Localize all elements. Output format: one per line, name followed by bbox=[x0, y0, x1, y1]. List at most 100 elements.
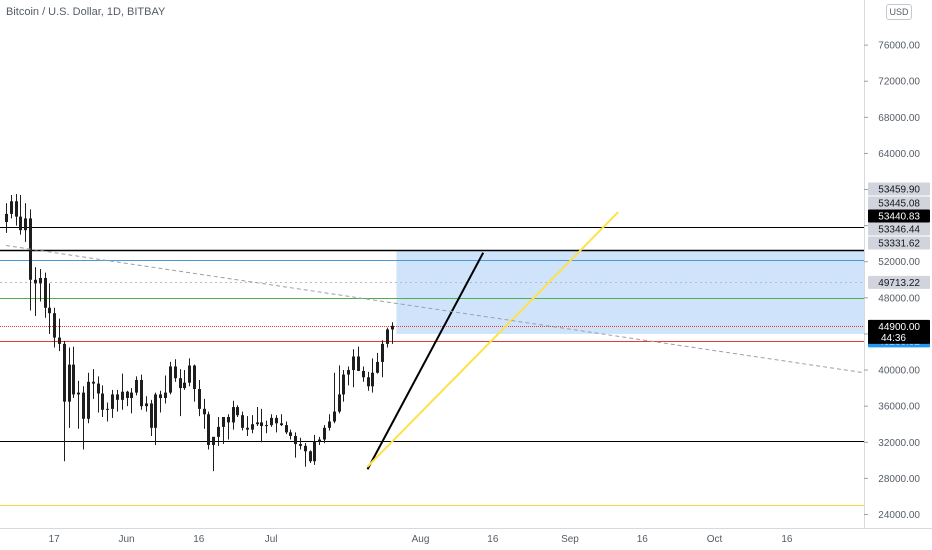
candle-body[interactable] bbox=[251, 424, 254, 430]
candle-body[interactable] bbox=[183, 382, 186, 389]
candle-body[interactable] bbox=[188, 365, 191, 383]
candle-body[interactable] bbox=[207, 414, 210, 445]
candle-body[interactable] bbox=[106, 408, 109, 410]
price-tag-label: 53459.90 bbox=[878, 185, 920, 196]
candle-body[interactable] bbox=[260, 422, 263, 427]
candle-body[interactable] bbox=[145, 403, 148, 407]
candle-body[interactable] bbox=[15, 201, 18, 217]
candle-body[interactable] bbox=[111, 394, 114, 409]
candle-body[interactable] bbox=[130, 392, 133, 399]
candle-body[interactable] bbox=[87, 381, 90, 419]
candle-body[interactable] bbox=[53, 313, 56, 338]
candle-body[interactable] bbox=[236, 407, 239, 416]
candle-body[interactable] bbox=[154, 394, 157, 428]
candle-body[interactable] bbox=[58, 337, 61, 344]
candle-body[interactable] bbox=[44, 277, 47, 308]
candle-body[interactable] bbox=[92, 381, 95, 384]
candle-body[interactable] bbox=[381, 343, 384, 362]
price-tag-label: 53445.08 bbox=[878, 199, 920, 210]
candle-body[interactable] bbox=[270, 417, 273, 426]
candle-body[interactable] bbox=[10, 201, 13, 214]
candle-body[interactable] bbox=[304, 445, 307, 452]
price-tag-black[interactable] bbox=[868, 209, 930, 223]
candle-body[interactable] bbox=[222, 416, 225, 427]
candle-body[interactable] bbox=[135, 379, 138, 393]
candle-body[interactable] bbox=[63, 343, 66, 402]
candle-body[interactable] bbox=[352, 356, 355, 371]
currency-button[interactable]: USD bbox=[886, 4, 912, 20]
candle-body[interactable] bbox=[5, 213, 8, 223]
price-tag[interactable] bbox=[868, 182, 930, 196]
candle-body[interactable] bbox=[140, 379, 143, 407]
x-tick-label: 16 bbox=[637, 534, 649, 545]
price-tag[interactable] bbox=[868, 196, 930, 210]
candle-body[interactable] bbox=[116, 394, 119, 400]
black-trendline[interactable] bbox=[366, 252, 485, 470]
candle-body[interactable] bbox=[256, 422, 259, 425]
candle-body[interactable] bbox=[77, 392, 80, 395]
candle-body[interactable] bbox=[318, 439, 321, 442]
candle-body[interactable] bbox=[342, 374, 345, 395]
candle-body[interactable] bbox=[391, 325, 394, 330]
candle-body[interactable] bbox=[289, 432, 292, 436]
candle-body[interactable] bbox=[294, 435, 297, 445]
candle-body[interactable] bbox=[299, 444, 302, 446]
zone-layer bbox=[396, 250, 864, 334]
current-price-tag[interactable] bbox=[868, 319, 930, 344]
candle-body[interactable] bbox=[34, 279, 37, 284]
candle-body[interactable] bbox=[362, 370, 365, 378]
candle-body[interactable] bbox=[121, 391, 124, 400]
y-tick-label: 24000.00 bbox=[878, 510, 920, 521]
candle-body[interactable] bbox=[232, 407, 235, 423]
candle-body[interactable] bbox=[164, 392, 167, 399]
candle-body[interactable] bbox=[275, 417, 278, 424]
candle-body[interactable] bbox=[217, 426, 220, 437]
candle-body[interactable] bbox=[367, 377, 370, 387]
candle-body[interactable] bbox=[48, 307, 51, 314]
candle-body[interactable] bbox=[227, 416, 230, 423]
candle-body[interactable] bbox=[241, 415, 244, 428]
candle-body[interactable] bbox=[159, 394, 162, 399]
candle-body[interactable] bbox=[246, 427, 249, 430]
candle-body[interactable] bbox=[280, 423, 283, 426]
candle-body[interactable] bbox=[82, 392, 85, 419]
price-tag[interactable] bbox=[868, 222, 930, 236]
price-tag[interactable] bbox=[868, 236, 930, 250]
candle-body[interactable] bbox=[19, 216, 22, 231]
candle-body[interactable] bbox=[24, 218, 27, 231]
candle-body[interactable] bbox=[68, 364, 71, 402]
candle-body[interactable] bbox=[193, 365, 196, 390]
candle-body[interactable] bbox=[265, 425, 268, 427]
candle-body[interactable] bbox=[333, 411, 336, 422]
price-tag[interactable] bbox=[868, 275, 930, 289]
candle-body[interactable] bbox=[347, 370, 350, 375]
x-tick-label: 16 bbox=[781, 534, 793, 545]
candle-body[interactable] bbox=[328, 421, 331, 428]
candle-body[interactable] bbox=[72, 364, 75, 395]
candle-body[interactable] bbox=[179, 378, 182, 389]
candle-body[interactable] bbox=[386, 329, 389, 344]
candle-body[interactable] bbox=[174, 366, 177, 379]
candle-body[interactable] bbox=[371, 372, 374, 387]
candle-body[interactable] bbox=[203, 408, 206, 415]
candle-body[interactable] bbox=[39, 277, 42, 284]
candle-body[interactable] bbox=[97, 383, 100, 394]
candle-body[interactable] bbox=[169, 366, 172, 393]
yellow-trendline[interactable] bbox=[366, 211, 619, 468]
candle-body[interactable] bbox=[338, 394, 341, 412]
target-zone[interactable] bbox=[396, 250, 864, 334]
candle-body[interactable] bbox=[285, 425, 288, 433]
candle-body[interactable] bbox=[313, 441, 316, 462]
candle-body[interactable] bbox=[376, 361, 379, 373]
dashed-trendline[interactable] bbox=[5, 245, 865, 374]
y-tick-label: 28000.00 bbox=[878, 474, 920, 485]
candle-body[interactable] bbox=[198, 389, 201, 409]
candle-body[interactable] bbox=[150, 403, 153, 428]
candle-body[interactable] bbox=[309, 451, 312, 462]
candle-body[interactable] bbox=[357, 356, 360, 371]
candle-body[interactable] bbox=[101, 393, 104, 410]
candle-body[interactable] bbox=[323, 427, 326, 440]
candle-body[interactable] bbox=[126, 391, 129, 399]
candle-body[interactable] bbox=[212, 436, 215, 445]
